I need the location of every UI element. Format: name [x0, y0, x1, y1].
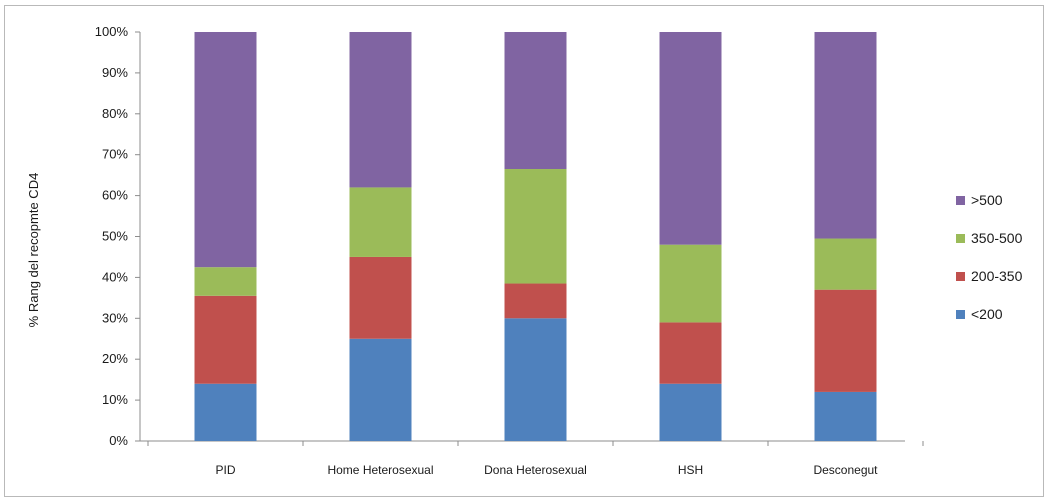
y-tick-label: 50%	[102, 229, 128, 244]
legend-label: 350-500	[971, 230, 1023, 246]
legend-label: >500	[971, 192, 1003, 208]
bar-segment	[814, 238, 877, 290]
x-tick-label: PID	[215, 463, 235, 477]
legend: >500 350-500 200-350 <200	[956, 192, 1023, 322]
y-tick-label: 60%	[102, 188, 128, 203]
bar-segment	[194, 295, 257, 384]
bar-segment	[349, 256, 412, 339]
bar-segment	[194, 383, 257, 441]
bar-segment	[659, 383, 722, 441]
x-tick-label: Dona Heterosexual	[484, 463, 587, 477]
y-tick-label: 100%	[95, 24, 129, 39]
y-tick-label: 40%	[102, 269, 128, 284]
bar-segment	[349, 338, 412, 441]
bar-segment	[504, 169, 567, 284]
y-tick-label: 20%	[102, 351, 128, 366]
y-tick-label: 30%	[102, 310, 128, 325]
y-tick-label: 90%	[102, 65, 128, 80]
bar-segment	[504, 283, 567, 319]
bar-segment	[659, 32, 722, 245]
bar-segment	[194, 267, 257, 296]
legend-label: <200	[971, 306, 1003, 322]
bar-segment	[504, 32, 567, 170]
y-axis-title: % Rang del recopmte CD4	[26, 173, 41, 328]
x-tick-label: Desconegut	[813, 463, 878, 477]
legend-swatch	[956, 272, 965, 281]
bar-segment	[659, 322, 722, 384]
legend-label: 200-350	[971, 268, 1023, 284]
legend-swatch	[956, 310, 965, 319]
y-tick-label: 70%	[102, 147, 128, 162]
legend-swatch	[956, 196, 965, 205]
plot-area: 0% 10% 20% 30% 40% 50% 60% 70% 80% 90% 100% PID Home…	[95, 24, 924, 477]
y-tick-label: 0%	[109, 433, 128, 448]
y-tick-label: 80%	[102, 106, 128, 121]
bar-segment	[194, 32, 257, 268]
x-tick-label: HSH	[678, 463, 703, 477]
bar-segment	[349, 32, 412, 188]
bar-segment	[814, 289, 877, 392]
bar-segment	[659, 244, 722, 323]
y-tick-label: 10%	[102, 392, 128, 407]
bar-segment	[814, 32, 877, 239]
bar-segment	[504, 318, 567, 441]
x-tick-label: Home Heterosexual	[327, 463, 433, 477]
bar-segment	[349, 187, 412, 257]
legend-swatch	[956, 234, 965, 243]
bar-segment	[814, 391, 877, 441]
